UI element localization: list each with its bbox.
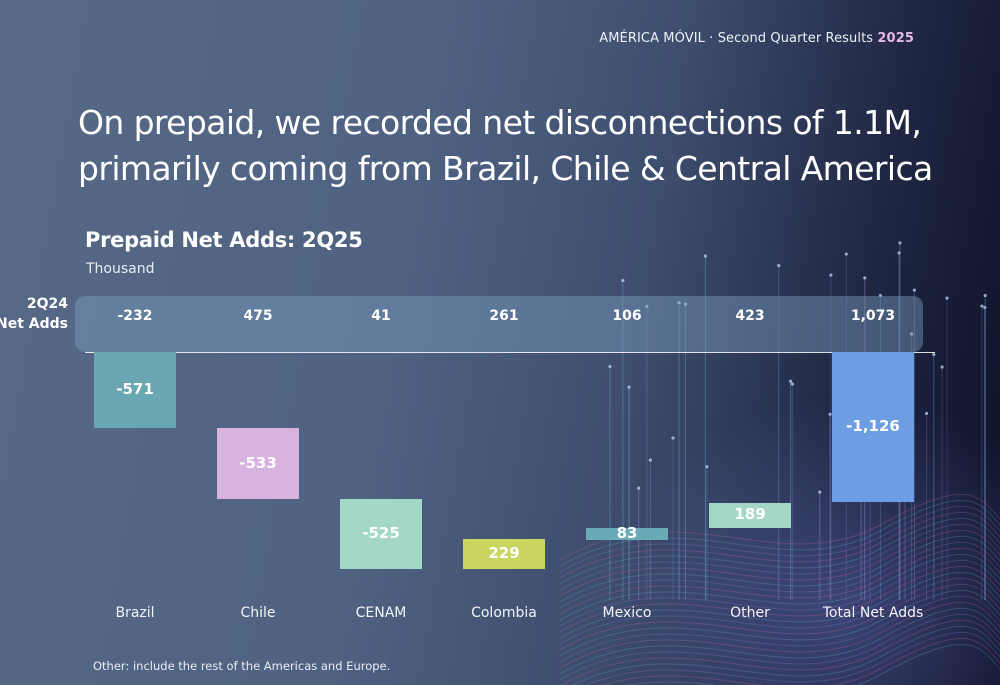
bar-value-label: -533 [239, 453, 277, 472]
chart-baseline [85, 352, 935, 353]
prior-period-value: 106 [612, 308, 642, 324]
bar-mexico [586, 527, 668, 540]
category-label: Other [730, 605, 770, 621]
category-label: Colombia [471, 605, 537, 621]
prior-period-band [75, 296, 923, 352]
chart-title: Prepaid Net Adds: 2Q25 [85, 228, 363, 252]
chart-unit-label: Thousand [86, 261, 155, 277]
category-label: CENAM [355, 605, 407, 621]
category-label: Chile [240, 605, 276, 621]
category-label: Mexico [602, 605, 652, 621]
prior-period-value: 423 [735, 308, 765, 324]
prior-period-value: -232 [117, 308, 153, 324]
bar-value-label: 189 [734, 505, 766, 524]
report-header: AMÉRICA MÓVIL · Second Quarter Results 2… [599, 31, 914, 46]
prior-period-label-line2: Net Adds [0, 316, 68, 332]
prior-period-label: 2Q24 Net Adds [0, 294, 68, 334]
bar-value-label: 83 [616, 523, 638, 542]
header-text: AMÉRICA MÓVIL · Second Quarter Results [599, 31, 878, 46]
bar-total-net-adds [832, 352, 914, 503]
bar-brazil [94, 352, 176, 429]
bar-cenam [340, 499, 422, 570]
bar-colombia [463, 538, 545, 570]
slide-headline: On prepaid, we recorded net disconnectio… [78, 103, 933, 188]
prior-period-value: 1,073 [850, 308, 896, 324]
header-year: 2025 [877, 31, 914, 46]
prior-period-label-line1: 2Q24 [26, 296, 68, 312]
prior-period-value: 475 [243, 308, 273, 324]
bar-value-label: -525 [362, 524, 400, 543]
category-label: Total Net Adds [822, 605, 924, 621]
bar-chile [217, 428, 299, 500]
prior-period-value: 41 [371, 308, 391, 324]
bar-other [709, 502, 791, 528]
prior-period-value: 261 [489, 308, 519, 324]
footnote: Other: include the rest of the Americas … [93, 659, 391, 673]
bar-value-label: -1,126 [846, 417, 900, 436]
category-label: Brazil [115, 605, 155, 621]
bar-value-label: -571 [116, 380, 154, 399]
bar-value-label: 229 [488, 544, 520, 563]
